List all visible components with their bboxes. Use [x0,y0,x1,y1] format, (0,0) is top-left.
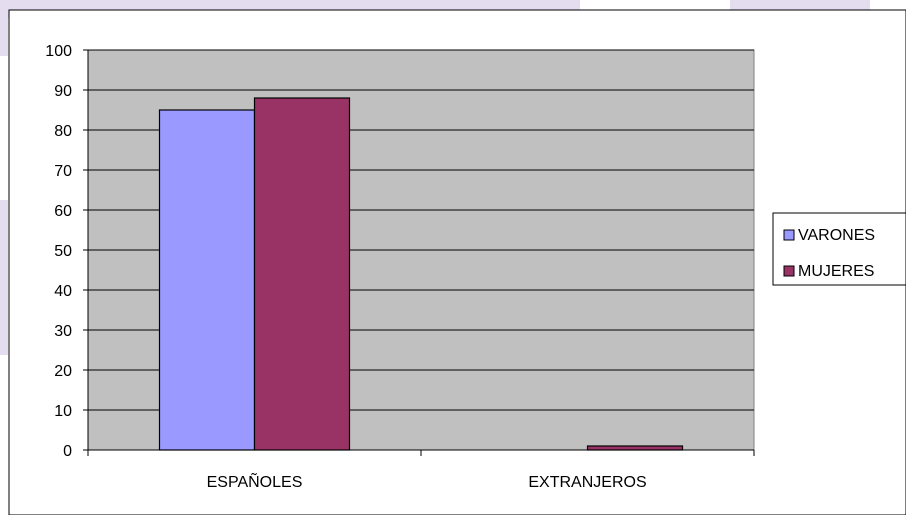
legend-label-varones: VARONES [798,227,875,244]
y-tick-label-40: 40 [54,283,72,300]
y-axis-ticks: 0 10 20 30 40 50 60 70 80 90 100 [45,43,88,460]
y-tick-label-20: 20 [54,363,72,380]
y-tick-label-70: 70 [54,163,72,180]
legend-label-mujeres: MUJERES [798,263,874,280]
y-tick-label-30: 30 [54,323,72,340]
bars [158,97,684,451]
y-tick-label-80: 80 [54,123,72,140]
legend-swatch-mujeres [783,265,795,277]
x-category-label-0: ESPAÑOLES [207,471,303,491]
bar-varones-0 [158,109,256,451]
legend-box [772,212,906,286]
y-tick-label-100: 100 [45,43,72,60]
legend: VARONES MUJERES [772,212,906,286]
y-tick-label-90: 90 [54,83,72,100]
y-tick-label-50: 50 [54,243,72,260]
bar-mujeres-0 [253,97,351,451]
bar-mujeres-1 [586,445,684,451]
y-tick-label-60: 60 [54,203,72,220]
legend-swatch-varones [783,229,795,241]
y-tick-label-0: 0 [63,443,72,460]
x-axis-labels: ESPAÑOLES EXTRANJEROS [207,471,647,491]
background-band-left-top [0,18,8,56]
background-band-left [0,200,8,355]
y-tick-label-10: 10 [54,403,72,420]
x-category-label-1: EXTRANJEROS [528,474,646,491]
